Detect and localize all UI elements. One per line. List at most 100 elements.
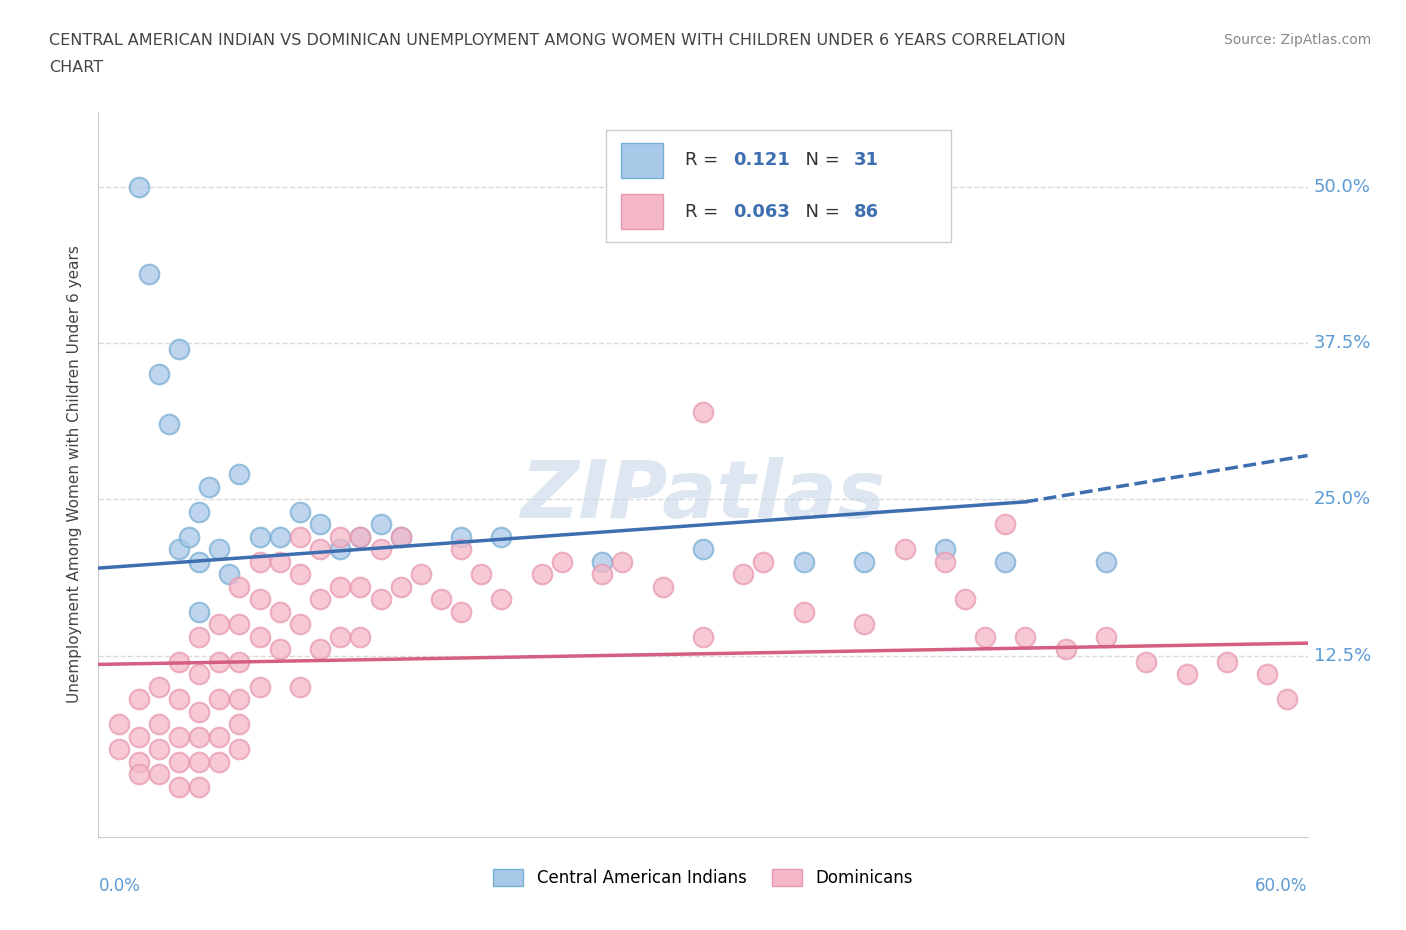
Point [491,529,513,544]
Point [188,604,211,619]
Point [188,779,211,794]
Point [1054,642,1077,657]
Point [228,717,250,732]
Point [198,479,221,494]
Point [107,742,129,757]
Point [309,542,332,557]
Point [138,267,160,282]
Point [167,342,190,357]
FancyBboxPatch shape [621,143,664,178]
Text: Source: ZipAtlas.com: Source: ZipAtlas.com [1223,33,1371,46]
Point [148,680,170,695]
Point [128,729,150,744]
Point [177,529,201,544]
Point [128,692,150,707]
Text: 0.121: 0.121 [734,152,790,169]
Point [157,417,180,432]
Point [148,717,170,732]
Point [733,567,755,582]
Point [450,542,472,557]
Point [188,504,211,519]
Point [409,567,432,582]
Point [1135,655,1157,670]
Point [329,529,352,544]
Text: R =: R = [685,152,724,169]
Text: ZIPatlas: ZIPatlas [520,457,886,535]
Point [651,579,673,594]
Point [349,630,371,644]
Point [128,754,150,769]
Point [551,554,574,569]
Point [853,617,876,631]
Point [994,517,1017,532]
Point [167,542,190,557]
Point [591,567,613,582]
Point [450,604,472,619]
Point [752,554,775,569]
Point [208,729,231,744]
Point [188,630,211,644]
Point [288,617,311,631]
Point [953,591,976,606]
Point [288,567,311,582]
Point [269,642,291,657]
Point [450,529,472,544]
Point [218,567,240,582]
Point [188,667,211,682]
Point [349,529,371,544]
Point [167,754,190,769]
Text: 86: 86 [855,203,879,220]
Legend: Central American Indians, Dominicans: Central American Indians, Dominicans [486,862,920,894]
Point [470,567,492,582]
Point [148,767,170,782]
Point [853,554,876,569]
Point [1216,655,1239,670]
Point [692,405,714,419]
Text: CENTRAL AMERICAN INDIAN VS DOMINICAN UNEMPLOYMENT AMONG WOMEN WITH CHILDREN UNDE: CENTRAL AMERICAN INDIAN VS DOMINICAN UNE… [49,33,1066,47]
Point [309,517,332,532]
Point [591,554,613,569]
Point [349,529,371,544]
Text: 37.5%: 37.5% [1313,334,1371,352]
Point [1095,554,1118,569]
Point [491,591,513,606]
Point [1256,667,1278,682]
Point [309,591,332,606]
Point [208,754,231,769]
Point [249,680,271,695]
Point [148,366,170,381]
Point [994,554,1017,569]
Point [249,554,271,569]
Point [288,680,311,695]
Point [974,630,997,644]
Point [288,529,311,544]
Point [370,542,392,557]
Point [148,742,170,757]
Text: R =: R = [685,203,724,220]
Point [269,554,291,569]
Point [612,554,634,569]
Text: N =: N = [793,203,845,220]
Point [228,692,250,707]
FancyBboxPatch shape [606,130,950,242]
Point [1175,667,1198,682]
Point [329,542,352,557]
Text: 0.0%: 0.0% [98,877,141,895]
Point [430,591,453,606]
Text: 50.0%: 50.0% [1313,178,1371,195]
Point [188,754,211,769]
Point [249,529,271,544]
Point [107,717,129,732]
Point [349,579,371,594]
Point [389,529,412,544]
Point [269,604,291,619]
Text: 31: 31 [855,152,879,169]
Point [128,767,150,782]
Point [1277,692,1299,707]
Point [309,642,332,657]
Point [228,617,250,631]
Text: CHART: CHART [49,60,103,75]
Text: 0.063: 0.063 [734,203,790,220]
Point [167,779,190,794]
Point [893,542,915,557]
